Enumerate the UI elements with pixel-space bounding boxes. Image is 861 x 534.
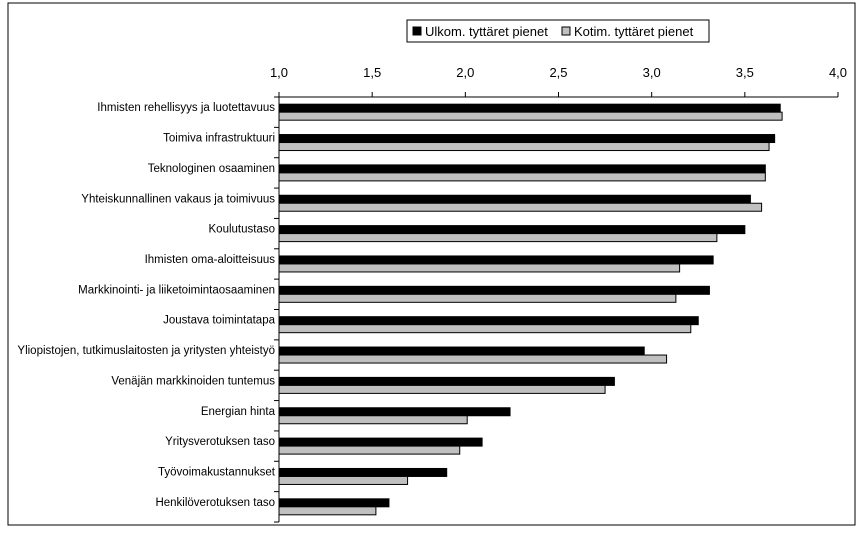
bar-kotim: [278, 384, 606, 394]
bar-kotim: [278, 172, 766, 182]
x-tick-label: 2,0: [456, 65, 474, 80]
bar-kotim: [278, 263, 681, 273]
bar-ulkom: [278, 134, 776, 144]
category-label: Työvoimakustannukset: [158, 466, 276, 478]
category-label: Venäjän markkinoiden tuntemus: [111, 375, 275, 387]
category-label: Koulutustaso: [209, 224, 276, 236]
bar-ulkom: [278, 316, 699, 326]
legend: Ulkom. tyttäret pienet Kotim. tyttäret p…: [406, 19, 710, 43]
category-label: Ihmisten rehellisyys ja luotettavuus: [97, 102, 275, 114]
bar-ulkom: [278, 376, 615, 386]
bar-kotim: [278, 142, 770, 152]
bar-kotim: [278, 475, 409, 485]
x-tick-label: 1,5: [363, 65, 381, 80]
bar-kotim: [278, 111, 783, 121]
bar-ulkom: [278, 346, 645, 356]
category-label: Yhteiskunnallinen vakaus ja toimivuus: [81, 193, 275, 205]
bar-kotim: [278, 445, 461, 455]
category-label: Henkilöverotuksen taso: [155, 497, 275, 509]
bar-kotim: [278, 354, 668, 364]
x-tick-label: 2,5: [549, 65, 567, 80]
bar-ulkom: [278, 164, 766, 174]
x-tick-label: 3,5: [736, 65, 754, 80]
category-label: Teknologinen osaaminen: [148, 163, 275, 175]
x-tick-label: 4,0: [829, 65, 847, 80]
legend-swatch-kotim: [561, 26, 571, 36]
bar-ulkom: [278, 467, 448, 477]
bar-kotim: [278, 415, 468, 425]
bar-kotim: [278, 293, 677, 303]
legend-box: [406, 19, 710, 43]
legend-label-kotim: Kotim. tyttäret pienet: [574, 24, 694, 39]
legend-label-ulkom: Ulkom. tyttäret pienet: [425, 24, 548, 39]
bar-ulkom: [278, 194, 751, 204]
legend-swatch-ulkom: [412, 26, 422, 36]
category-label: Yritysverotuksen taso: [165, 436, 275, 448]
x-tick-label: 1,0: [270, 65, 288, 80]
bar-ulkom: [278, 255, 714, 265]
category-label: Toimiva infrastruktuuri: [163, 133, 275, 145]
category-label: Yliopistojen, tutkimuslaitosten ja yrity…: [17, 345, 275, 357]
x-tick-label: 3,0: [643, 65, 661, 80]
bar-ulkom: [278, 437, 483, 447]
bar-ulkom: [278, 103, 781, 113]
bar-kotim: [278, 202, 763, 212]
category-label: Ihmisten oma-aloitteisuus: [145, 254, 276, 266]
bar-ulkom: [278, 285, 710, 295]
bar-kotim: [278, 324, 692, 334]
bar-ulkom: [278, 498, 390, 508]
bar-ulkom: [278, 225, 746, 235]
bar-kotim: [278, 506, 377, 516]
plot-area: 1,0 1,5 2,0 2,5 3,0 3,5 4,0 Ihmisten rehellisyy…: [17, 65, 847, 523]
bar-ulkom: [278, 407, 511, 417]
category-label: Markkinointi- ja liiketoimintaosaaminen: [78, 284, 275, 296]
bar-kotim: [278, 233, 718, 243]
category-label: Energian hinta: [201, 406, 276, 418]
category-label: Joustava toimintatapa: [163, 315, 275, 327]
